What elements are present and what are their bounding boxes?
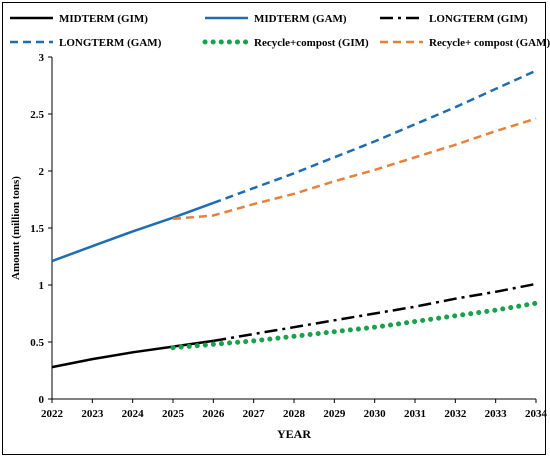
series-line-2 [213, 282, 537, 343]
x-tick-label: 2028 [283, 408, 306, 420]
y-tick-label: 2 [39, 166, 45, 178]
x-tick-label: 2032 [444, 408, 467, 420]
chart-frame [2, 2, 546, 455]
x-tick-label: 2034 [525, 408, 548, 420]
y-tick-label: 2.5 [30, 109, 44, 121]
y-tick-label: 0 [39, 394, 45, 406]
x-tick-label: 2026 [202, 408, 225, 420]
y-tick-label: 1.5 [30, 223, 44, 235]
x-tick-label: 2031 [404, 408, 426, 420]
series-line-4 [170, 300, 539, 351]
x-tick-label: 2023 [81, 408, 104, 420]
y-tick-label: 0.5 [30, 337, 44, 349]
x-tick-label: 2027 [243, 408, 266, 420]
x-tick-label: 2033 [485, 408, 508, 420]
x-tick-label: 2029 [323, 408, 346, 420]
legend-label-1: MIDTERM (GAM) [254, 13, 347, 25]
legend-label-5: Recycle+ compost (GAM) [429, 37, 550, 49]
series-line-0 [51, 339, 214, 369]
y-tick-label: 1 [39, 280, 45, 292]
legend-label-0: MIDTERM (GIM) [59, 13, 148, 25]
x-tick-label: 2030 [364, 408, 387, 420]
x-tick-label: 2024 [122, 408, 145, 420]
series-line-5 [172, 117, 537, 221]
x-tick-label: 2025 [162, 408, 185, 420]
legend-label-2: LONGTERM (GIM) [429, 13, 528, 25]
x-tick-label: 2022 [41, 408, 64, 420]
x-axis-title: YEAR [277, 427, 311, 441]
legend-label-4: Recycle+compost (GIM) [254, 37, 369, 49]
series-line-1 [51, 201, 214, 263]
y-axis-title: Amount (million tons) [10, 176, 22, 280]
legend-label-3: LONGTERM (GAM) [59, 37, 162, 49]
y-tick-label: 3 [39, 52, 45, 64]
series-line-3 [212, 69, 537, 205]
